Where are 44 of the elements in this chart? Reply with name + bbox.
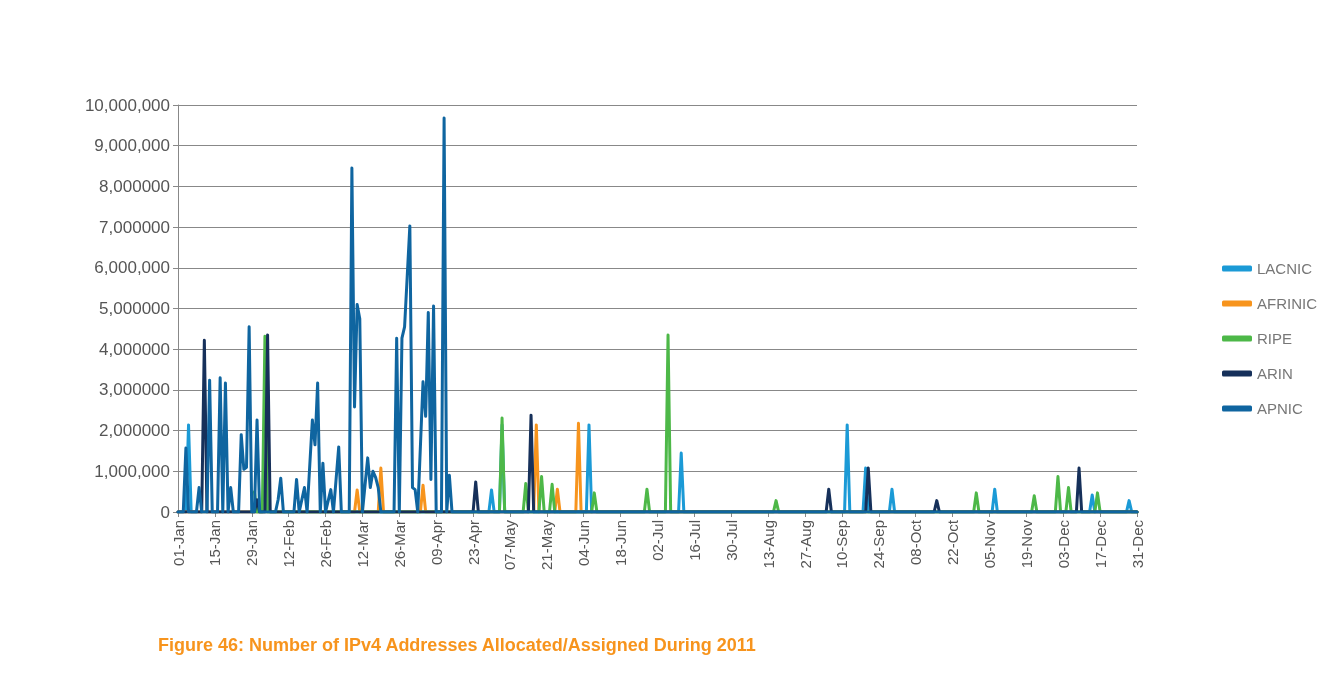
x-tick-label: 10-Sep — [833, 520, 851, 569]
y-tick-label: 0 — [160, 502, 170, 522]
y-tick-label: 1,000,000 — [94, 461, 170, 481]
y-tick-label: 3,000000 — [99, 380, 170, 400]
y-tick-label: 2,000000 — [99, 421, 170, 441]
x-tick-label: 27-Aug — [796, 520, 814, 569]
y-tick-label: 5,000000 — [99, 299, 170, 318]
text: Figure 46: Number of IPv4 Addresses Allocated/Assigned During 2011 — [158, 635, 756, 655]
y-tick-label: 9,000,000 — [94, 136, 170, 156]
legend-label: LACNIC — [1257, 260, 1313, 277]
x-tick-label: 18-Jun — [612, 520, 630, 566]
y-tick-label: 10,000,000 — [84, 95, 170, 115]
x-tick-label: 03-Dec — [1054, 519, 1072, 569]
x-tick-label: 02-Jul — [649, 520, 666, 561]
legend-label: ARIN — [1257, 365, 1293, 382]
x-tick-label: 26-Mar — [390, 520, 408, 568]
y-tick-label: 8,000000 — [99, 176, 170, 196]
x-tick-label: 24-Sep — [870, 520, 888, 569]
legend-label: RIPE — [1257, 330, 1293, 347]
x-tick-label: 22-Oct — [944, 519, 962, 566]
x-tick-label: 13-Aug — [759, 520, 777, 569]
x-tick-label: 04-Jun — [575, 520, 593, 566]
y-tick-label: 6,000,000 — [94, 258, 170, 278]
x-tick-label: 29-Jan — [243, 520, 261, 566]
x-tick-label: 12-Feb — [280, 520, 298, 568]
x-tick-label: 12-Mar — [353, 520, 371, 568]
x-tick-label: 19-Nov — [1017, 519, 1035, 569]
x-tick-label: 17-Dec — [1091, 519, 1109, 569]
x-tick-label: 30-Jul — [722, 520, 740, 561]
x-tick-label: 16-Jul — [685, 520, 703, 561]
x-tick-label: 15-Jan — [206, 520, 224, 566]
x-tick-label: 23-Apr — [464, 520, 482, 566]
x-tick-label: 26-Feb — [317, 520, 335, 568]
x-tick-label: 08-Oct — [907, 519, 925, 566]
legend-label: AFRINIC — [1257, 295, 1318, 312]
x-tick-label: 31-Dec — [1128, 519, 1146, 569]
legend-label: APNIC — [1257, 400, 1304, 417]
y-tick-label: 7,000000 — [99, 217, 170, 237]
y-tick-label: 4,000000 — [99, 339, 170, 359]
x-tick-label: 09-Apr — [427, 520, 445, 566]
x-tick-label: 21-May — [538, 519, 556, 571]
x-tick-label: 05-Nov — [980, 519, 998, 569]
x-tick-label: 07-May — [501, 519, 519, 571]
x-tick-label: 01-Jan — [169, 520, 187, 566]
